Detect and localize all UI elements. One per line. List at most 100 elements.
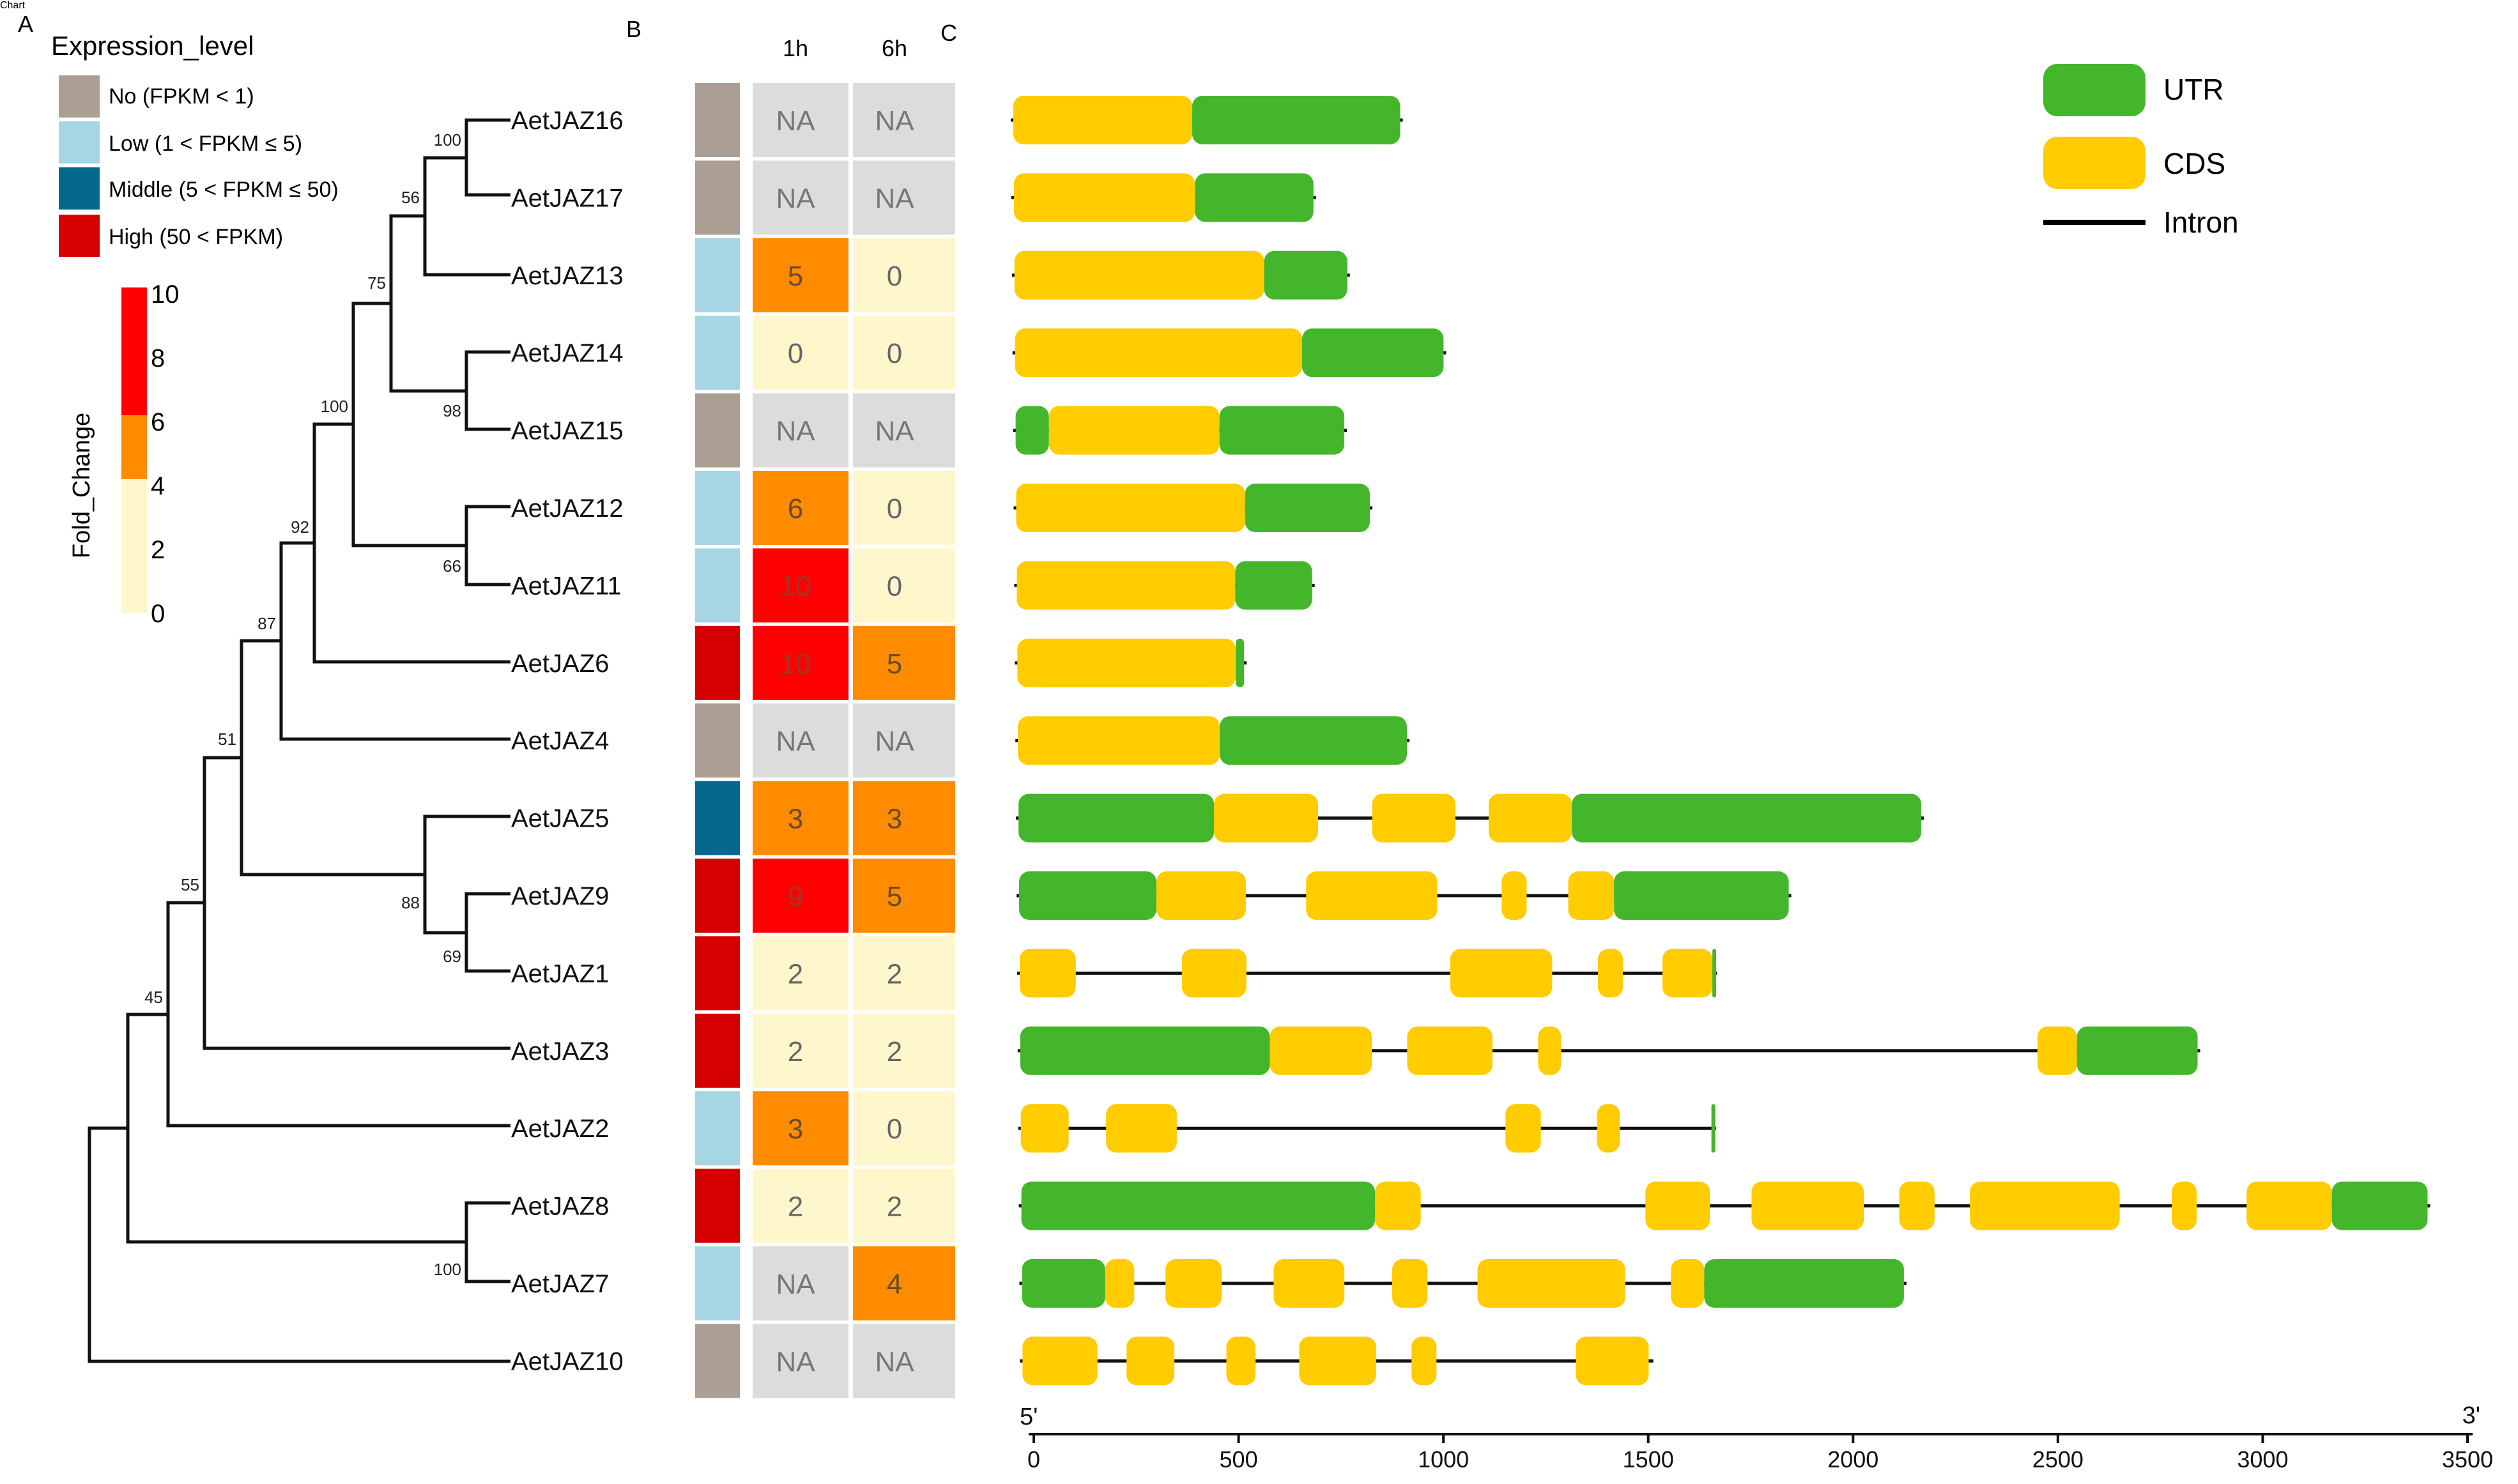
fold-change-value: NA xyxy=(875,416,914,447)
tree-branch xyxy=(464,505,511,586)
fold-change-cell xyxy=(753,1091,848,1166)
gene-label: AetJAZ15 xyxy=(511,417,624,445)
fold-change-value: 0 xyxy=(887,493,902,524)
fold-change-value: NA xyxy=(776,183,815,214)
expression-cell xyxy=(695,393,740,468)
gene-label: AetJAZ10 xyxy=(511,1347,624,1375)
utr-segment xyxy=(1192,96,1401,144)
gene-label: AetJAZ7 xyxy=(511,1270,609,1298)
fold-change-cell xyxy=(753,1013,848,1088)
utr-segment xyxy=(1245,484,1370,532)
gene-row: AetJAZ11 10 0 xyxy=(511,548,1315,623)
fold-change-cell xyxy=(853,393,955,468)
expression-cell xyxy=(695,1246,740,1320)
utr-segment xyxy=(2077,1026,2198,1075)
expression-cell xyxy=(695,936,740,1011)
cds-segment xyxy=(1392,1259,1428,1308)
fold-change-cell xyxy=(753,1324,848,1398)
gene-label: AetJAZ3 xyxy=(511,1037,609,1066)
fold-change-value: NA xyxy=(776,105,815,137)
cds-segment xyxy=(1273,1259,1345,1308)
fold-change-value: NA xyxy=(776,726,815,757)
utr-segment xyxy=(1235,561,1312,610)
cds-segment xyxy=(1662,949,1713,998)
cds-segment xyxy=(1751,1181,1864,1230)
tree-branch xyxy=(464,892,511,973)
tree-branch xyxy=(88,1126,511,1363)
cds-segment xyxy=(1488,793,1572,843)
fold-change-tick: 2 xyxy=(151,536,165,564)
fold-change-bar-high xyxy=(121,287,147,415)
bootstrap-values: 100 56 98 75 66 100 92 87 88 69 51 55 45… xyxy=(144,130,461,1279)
heatmap-col-6h: 6h xyxy=(882,35,907,61)
fold-change-value: NA xyxy=(875,105,914,137)
cds-segment xyxy=(1899,1181,1935,1230)
fold-change-value: 3 xyxy=(788,1113,803,1145)
cds-segment xyxy=(1450,949,1553,998)
legend-swatch-middle xyxy=(59,167,100,210)
expression-cell xyxy=(695,1324,740,1398)
legend-label-cds: CDS xyxy=(2163,147,2225,180)
cds-segment xyxy=(1407,1026,1493,1075)
fold-change-value: 2 xyxy=(788,1036,803,1067)
cds-segment xyxy=(1411,1336,1437,1386)
fold-change-cell xyxy=(853,1013,955,1088)
panel-label-c: C xyxy=(940,20,957,46)
cds-segment xyxy=(1017,561,1236,610)
fold-change-cell xyxy=(753,936,848,1011)
legend-label-intron: Intron xyxy=(2163,206,2239,239)
cds-segment xyxy=(1016,484,1245,532)
fold-change-cell xyxy=(753,859,848,933)
x-axis-tick-label: 500 xyxy=(1220,1446,1258,1473)
gene-row: AetJAZ10 NA NA xyxy=(511,1324,1654,1398)
fold-change-cell xyxy=(853,1168,955,1243)
cds-segment xyxy=(1375,1181,1421,1230)
gene-label: AetJAZ6 xyxy=(511,650,609,678)
fold-change-cell xyxy=(753,548,848,623)
cds-segment xyxy=(1501,871,1527,920)
expression-cell xyxy=(695,703,740,778)
fold-change-cell xyxy=(753,1168,848,1243)
fold-change-tick: 0 xyxy=(151,600,165,628)
cds-segment xyxy=(1597,1104,1620,1153)
fold-change-bar-mid xyxy=(121,415,147,479)
fold-change-value: NA xyxy=(776,1269,815,1300)
tree-branch xyxy=(464,118,511,197)
utr-segment xyxy=(1018,793,1215,843)
gene-row: AetJAZ13 5 0 xyxy=(511,238,1350,312)
fold-change-value: 5 xyxy=(788,261,803,292)
gene-label: AetJAZ11 xyxy=(511,572,622,600)
fold-change-cell xyxy=(853,83,955,157)
legend-swatch-high xyxy=(59,215,100,257)
cds-segment xyxy=(1018,716,1220,765)
bootstrap-value: 88 xyxy=(401,893,420,912)
fold-change-cell xyxy=(853,859,955,933)
fold-change-value: 0 xyxy=(887,570,902,602)
x-axis-tick-label: 3500 xyxy=(2442,1446,2493,1473)
fold-change-tick: 8 xyxy=(151,344,165,372)
fold-change-cell xyxy=(853,238,955,312)
cds-segment xyxy=(1015,328,1302,378)
x-axis-tick-label: 2000 xyxy=(1827,1446,1878,1473)
legend-label-utr: UTR xyxy=(2163,73,2224,106)
cds-segment xyxy=(1538,1026,1562,1075)
cds-segment xyxy=(1022,1336,1098,1386)
bootstrap-value: 98 xyxy=(443,401,461,420)
fold-change-value: NA xyxy=(875,183,914,214)
fold-change-cell xyxy=(753,781,848,855)
gene-row: AetJAZ3 2 2 xyxy=(511,1013,2200,1088)
fold-change-cell xyxy=(853,471,955,545)
cds-segment xyxy=(1014,250,1264,300)
expression-cell xyxy=(695,238,740,312)
utr-segment xyxy=(1711,1104,1716,1153)
structure-legend: UTR CDS Intron xyxy=(2043,64,2239,239)
cds-segment xyxy=(1299,1336,1376,1386)
bootstrap-value: 45 xyxy=(144,988,163,1007)
cds-segment xyxy=(1165,1259,1222,1308)
legend-swatch-no xyxy=(59,75,100,118)
bootstrap-value: 51 xyxy=(218,730,236,749)
tree-branch xyxy=(240,639,425,876)
expression-cell xyxy=(695,160,740,235)
gene-label: AetJAZ17 xyxy=(511,184,624,212)
